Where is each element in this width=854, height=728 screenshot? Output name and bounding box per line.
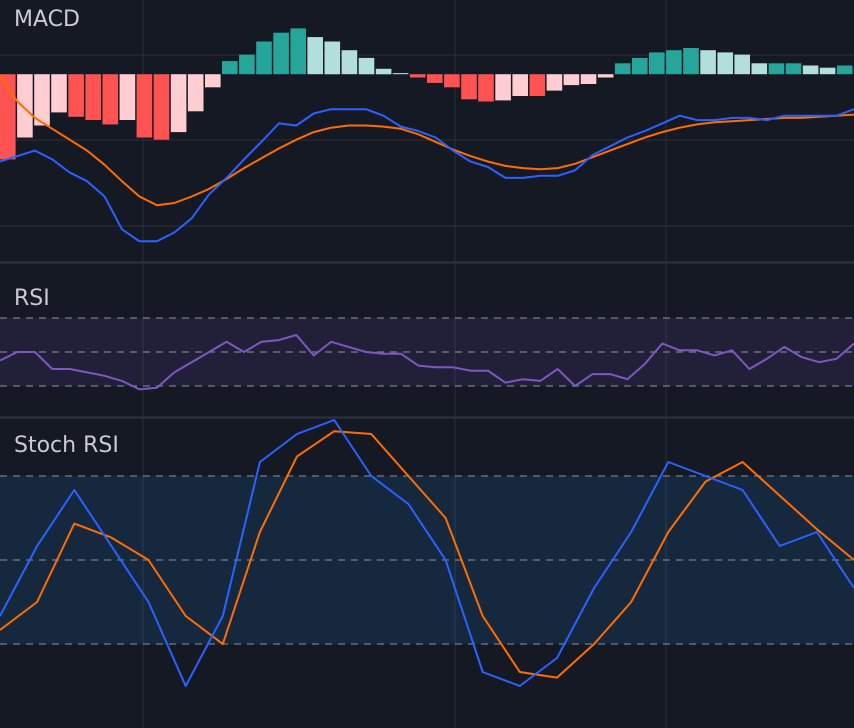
macd-pane[interactable]: MACD <box>0 7 854 243</box>
histogram-bar <box>683 48 699 75</box>
histogram-bar <box>68 74 84 117</box>
histogram-bar <box>717 52 733 75</box>
histogram-bar <box>102 74 119 125</box>
rsi-pane[interactable]: RSI <box>0 286 854 391</box>
histogram-bar <box>836 65 853 75</box>
macd-pane-title: MACD <box>14 7 80 32</box>
histogram-bar <box>649 52 665 75</box>
histogram-bar <box>632 57 648 75</box>
stoch-rsi-pane[interactable]: Stoch RSI <box>0 419 854 687</box>
histogram-bar <box>307 37 323 75</box>
histogram-bar <box>478 74 494 102</box>
histogram-bar <box>409 74 426 78</box>
histogram-bar <box>51 74 67 113</box>
histogram-bar <box>170 74 187 133</box>
histogram-bar <box>802 65 819 75</box>
stoch-k-line <box>0 419 854 687</box>
histogram-bar <box>819 67 836 75</box>
histogram-bar <box>324 41 341 75</box>
histogram-bar <box>563 74 580 86</box>
histogram-bar <box>153 74 170 140</box>
histogram-bar <box>17 74 33 138</box>
macd-line <box>0 108 854 243</box>
histogram-bar <box>444 74 460 88</box>
histogram-bar <box>512 74 528 96</box>
histogram-bar <box>580 74 597 84</box>
histogram-bar <box>119 74 136 120</box>
histogram-bar <box>751 63 768 75</box>
signal-line <box>0 75 854 207</box>
histogram-bar <box>768 63 785 75</box>
histogram-bar <box>341 50 358 75</box>
histogram-bar <box>546 74 563 91</box>
histogram-bar <box>136 74 153 138</box>
macd-histogram <box>0 28 853 160</box>
histogram-bar <box>785 63 802 75</box>
histogram-bar <box>734 54 750 75</box>
histogram-bar <box>392 73 409 75</box>
histogram-bar <box>358 57 375 75</box>
histogram-bar <box>427 74 443 83</box>
rsi-band <box>0 318 854 386</box>
histogram-bar <box>273 32 289 75</box>
rsi-pane-title: RSI <box>14 286 50 311</box>
rsi-line <box>0 334 854 391</box>
histogram-bar <box>614 63 631 75</box>
histogram-bar <box>597 74 614 78</box>
stoch-band <box>0 476 854 644</box>
histogram-bar <box>34 74 50 126</box>
stoch-rsi-pane-title: Stoch RSI <box>14 433 119 458</box>
histogram-bar <box>461 74 477 100</box>
histogram-bar <box>85 74 101 120</box>
histogram-bar <box>495 74 511 101</box>
histogram-bar <box>375 68 392 75</box>
histogram-bar <box>256 41 272 75</box>
histogram-bar <box>666 50 682 75</box>
histogram-bar <box>239 54 255 75</box>
histogram-bar <box>700 50 716 75</box>
histogram-bar <box>205 74 221 88</box>
histogram-bar <box>290 28 306 75</box>
histogram-bar <box>222 61 238 75</box>
histogram-bar <box>529 74 546 96</box>
histogram-bar <box>187 74 204 112</box>
histogram-bar <box>0 74 16 160</box>
